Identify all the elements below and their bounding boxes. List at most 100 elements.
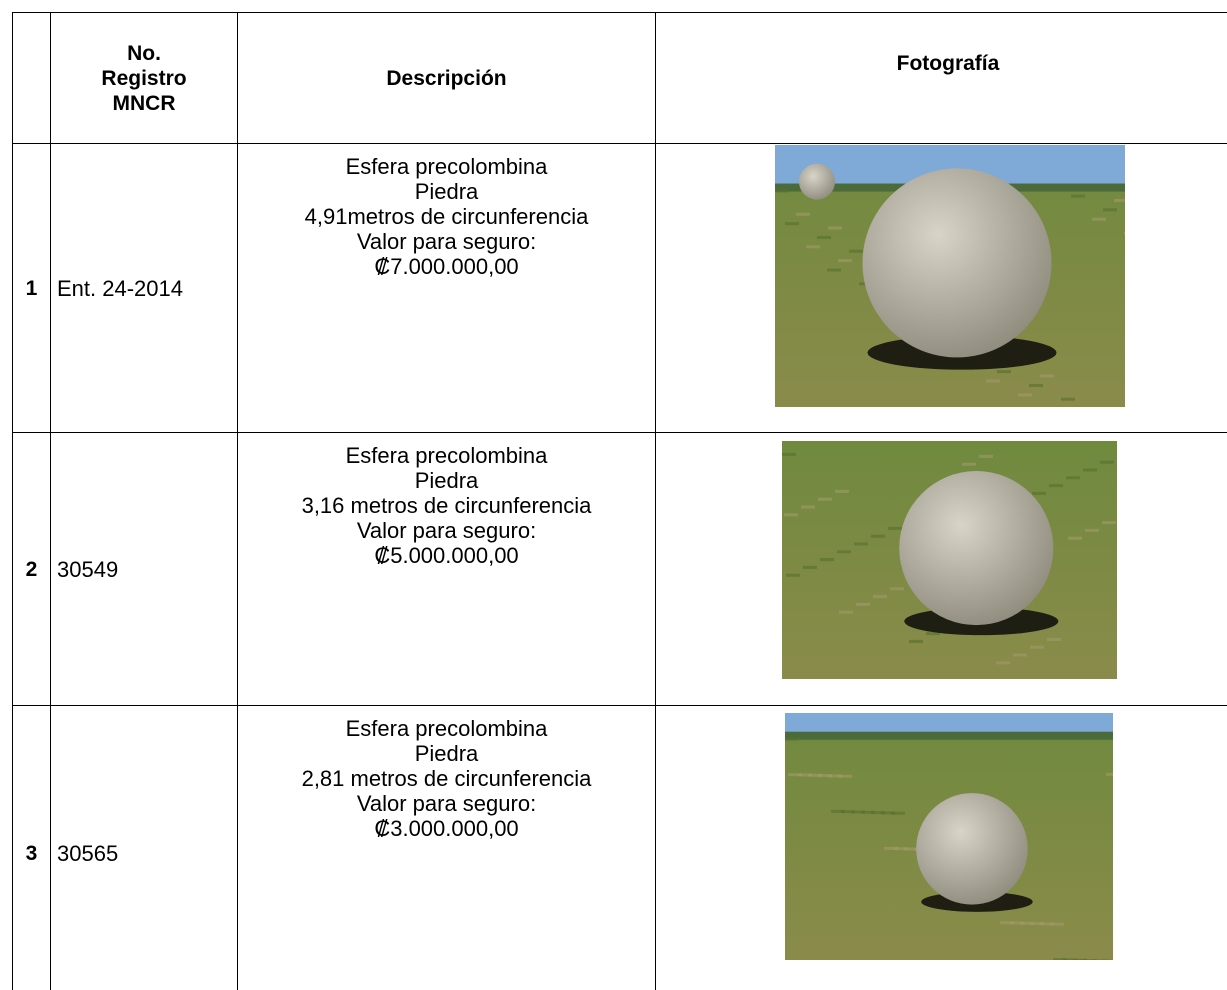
photo-part bbox=[986, 379, 1000, 383]
photo-part bbox=[873, 595, 887, 599]
photo-part bbox=[1066, 476, 1080, 480]
row-number: 1 bbox=[13, 144, 50, 432]
photo-part bbox=[798, 773, 812, 777]
photo-part bbox=[1030, 922, 1044, 926]
photo-part bbox=[1073, 958, 1087, 960]
photo-part bbox=[818, 497, 832, 501]
photo-part bbox=[894, 847, 908, 851]
text-line: Fotografía bbox=[896, 52, 1000, 75]
row-border bbox=[12, 12, 1227, 13]
photo-part bbox=[838, 259, 852, 263]
photo-part bbox=[1114, 198, 1125, 202]
text-line: Piedra bbox=[414, 741, 479, 766]
column-border bbox=[655, 12, 656, 990]
photo-part bbox=[820, 558, 834, 562]
photo-part bbox=[856, 602, 870, 606]
photo-part bbox=[806, 245, 820, 249]
photo-part bbox=[1030, 645, 1044, 649]
text-line: MNCR bbox=[112, 91, 176, 115]
text-line: Valor para seguro: bbox=[356, 791, 537, 816]
photo-part bbox=[904, 847, 918, 851]
photo-shape bbox=[916, 793, 1028, 905]
photo-part bbox=[1047, 637, 1061, 641]
photo-shape bbox=[899, 471, 1054, 626]
photo-part bbox=[1068, 536, 1082, 540]
photo-part bbox=[884, 846, 898, 850]
photo-part bbox=[788, 773, 802, 777]
text-line: 3,16 metros de circunferencia bbox=[301, 493, 592, 518]
photo-part bbox=[1049, 484, 1063, 488]
photo-part bbox=[962, 462, 976, 466]
registro: 30549 bbox=[51, 433, 237, 705]
photo-part bbox=[828, 226, 842, 230]
photo-part bbox=[1040, 922, 1054, 926]
photo-part bbox=[1071, 194, 1085, 198]
description: Esfera precolombina Piedra 3,16 metros de … bbox=[238, 433, 655, 705]
description: Esfera precolombina Piedra 2,81 metros de … bbox=[238, 706, 655, 990]
row-border bbox=[12, 432, 1227, 433]
text-line: 30565 bbox=[57, 840, 119, 866]
photo-part bbox=[839, 610, 853, 614]
photo-part bbox=[1040, 374, 1054, 378]
photo-part bbox=[1106, 772, 1113, 776]
description: Esfera precolombina Piedra 4,91metros de c… bbox=[238, 144, 655, 432]
photo-part bbox=[861, 810, 875, 814]
photo-part bbox=[1085, 528, 1099, 532]
photo-part bbox=[803, 565, 817, 569]
row-number: 2 bbox=[13, 433, 50, 705]
photo-part bbox=[1103, 208, 1117, 212]
photo-part bbox=[926, 632, 940, 636]
photo-part bbox=[854, 542, 868, 546]
photo-shape bbox=[799, 163, 835, 200]
text-line: Registro bbox=[101, 66, 187, 90]
photo-part bbox=[979, 454, 993, 458]
text-line: 2 bbox=[25, 557, 38, 581]
photo-part bbox=[801, 505, 815, 509]
text-line: Piedra bbox=[414, 468, 479, 493]
photo-part bbox=[785, 731, 1113, 740]
photo-part bbox=[1083, 959, 1097, 960]
photo-part bbox=[871, 811, 885, 815]
photo-part bbox=[1050, 922, 1064, 926]
photo-shape bbox=[862, 168, 1052, 358]
photo-part bbox=[837, 550, 851, 554]
photo-part bbox=[838, 774, 852, 778]
photo-part bbox=[1029, 383, 1043, 387]
text-line: Esfera precolombina bbox=[345, 443, 548, 468]
photo-part bbox=[1102, 521, 1116, 525]
photo-part bbox=[996, 661, 1010, 665]
photo-part bbox=[831, 809, 845, 813]
text-line: 2,81 metros de circunferencia bbox=[301, 766, 592, 791]
photo-part bbox=[1100, 460, 1114, 464]
photo-part bbox=[808, 773, 822, 777]
photo-part bbox=[1053, 958, 1067, 960]
photo-part bbox=[909, 639, 923, 643]
photo-part bbox=[997, 370, 1011, 374]
photo-part bbox=[881, 811, 895, 815]
text-line: Descripción bbox=[386, 66, 507, 90]
photo-part bbox=[782, 452, 796, 456]
photo-part bbox=[1018, 393, 1032, 397]
text-line: ₡3.000.000,00 bbox=[374, 816, 519, 841]
row-border bbox=[12, 143, 1227, 144]
photo-part bbox=[1020, 921, 1034, 925]
photo-part bbox=[890, 587, 904, 591]
photo-part bbox=[784, 513, 798, 517]
photo-part bbox=[1063, 958, 1077, 960]
photo-part bbox=[835, 489, 849, 493]
photo-part bbox=[1124, 231, 1125, 235]
text-line: 4,91metros de circunferencia bbox=[304, 204, 589, 229]
photo-part bbox=[1000, 921, 1014, 925]
text-line: Valor para seguro: bbox=[356, 518, 537, 543]
photo-part bbox=[1061, 397, 1075, 401]
column-border bbox=[12, 12, 13, 990]
photo-part bbox=[796, 212, 810, 216]
photo-part bbox=[1010, 921, 1024, 925]
photo-part bbox=[891, 811, 905, 815]
registro: 30565 bbox=[51, 706, 237, 990]
row-number: 3 bbox=[13, 706, 50, 990]
header-descripcion: Descripción bbox=[238, 13, 655, 143]
text-line: ₡5.000.000,00 bbox=[374, 543, 519, 568]
photo-part bbox=[888, 526, 902, 530]
